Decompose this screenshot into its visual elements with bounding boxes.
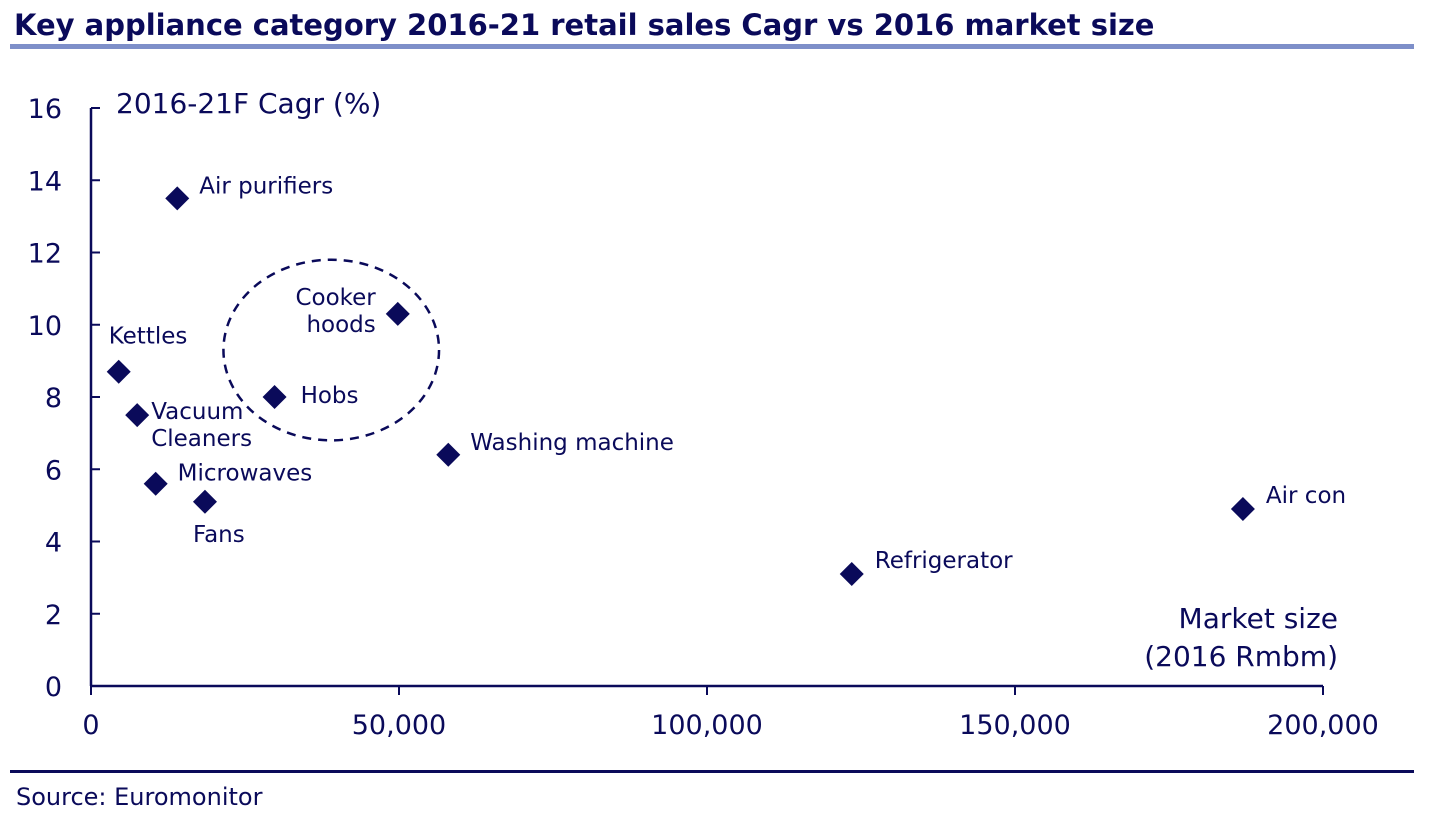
x-tick-label: 150,000 [959,710,1071,741]
x-tick-label: 50,000 [352,710,446,741]
data-point-cooker-hoods [385,301,410,326]
y-tick-label: 12 [28,239,62,270]
x-tick-label: 0 [82,710,99,741]
point-label: Kettles [109,324,188,350]
y-tick-label: 0 [45,672,62,703]
data-point-kettles [106,359,131,384]
data-point-microwaves [143,471,168,496]
y-tick-label: 8 [45,383,62,414]
x-tick-label: 100,000 [651,710,763,741]
chart-title: Key appliance category 2016-21 retail sa… [14,8,1155,42]
highlight-ellipse [222,258,441,442]
point-label: Microwaves [178,461,313,487]
x-tick-label: 200,000 [1267,710,1379,741]
y-tick-label: 6 [45,455,62,486]
point-label: Air purifiers [199,173,333,199]
y-axis-label: 2016-21F Cagr (%) [116,87,381,120]
point-label: Hobs [301,383,359,409]
data-point-fans [192,489,217,514]
y-tick-label: 14 [28,166,62,197]
y-tick-label: 16 [28,94,62,125]
y-tick-label: 2 [45,600,62,631]
y-tick-label: 10 [28,311,62,342]
data-point-washing-machine [436,442,461,467]
data-point-air-purifiers [165,186,190,211]
y-tick-label: 4 [45,528,62,559]
data-point-air-con [1230,496,1255,521]
point-label: Cooker hoods [295,285,376,338]
point-label: Refrigerator [875,548,1013,574]
point-label: Fans [193,522,245,548]
footer-rule [10,770,1414,773]
point-label: Washing machine [470,430,674,456]
data-point-vacuum-cleaners [125,403,150,428]
data-point-refrigerator [839,562,864,587]
data-point-hobs [262,385,287,409]
point-label: Vacuum Cleaners [151,399,252,452]
source-note: Source: Euromonitor [16,783,263,811]
point-label: Air con [1266,483,1346,509]
x-axis-label: Market size (2016 Rmbm) [1144,602,1338,673]
title-underline [10,44,1414,49]
